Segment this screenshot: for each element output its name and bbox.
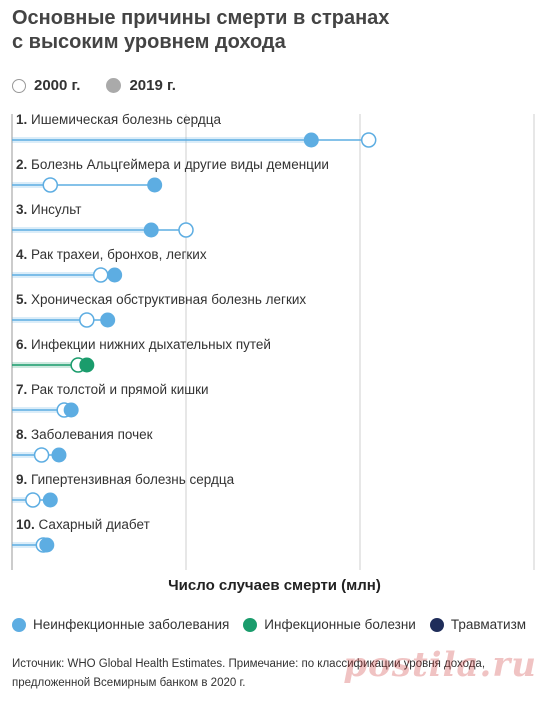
cause-name: Болезнь Альцгеймера и другие виды деменц… (31, 157, 329, 172)
point-2019 (107, 267, 123, 283)
cause-rank: 8. (16, 427, 31, 442)
title-line-2: с высоким уровнем дохода (12, 31, 286, 53)
cause-rank: 3. (16, 202, 31, 217)
point-2000 (360, 132, 377, 148)
cause-name: Гипертензивная болезнь сердца (31, 472, 235, 487)
point-2019 (147, 177, 163, 193)
legend-injuries: Травматизм (429, 617, 527, 632)
cause-rank: 6. (16, 337, 31, 352)
legend-injuries-label: Травматизм (450, 617, 527, 632)
point-2019 (39, 537, 55, 553)
cause-name: Инсульт (31, 202, 81, 217)
cause-label: 10. Сахарный диабет (16, 517, 150, 532)
point-2000 (178, 222, 194, 238)
point-2019 (42, 492, 58, 508)
source-line-1: Источник: WHO Global Health Estimates. П… (12, 658, 486, 670)
point-2019 (303, 132, 319, 148)
cause-label: 1. Ишемическая болезнь сердца (16, 112, 221, 127)
cause-rank: 2. (16, 157, 31, 172)
source-note: Источник: WHO Global Health Estimates. П… (12, 655, 537, 693)
cause-label: 2. Болезнь Альцгеймера и другие виды дем… (16, 157, 329, 172)
legend-dot-icon (12, 617, 26, 632)
cause-rank: 5. (16, 292, 31, 307)
cause-label: 6. Инфекции нижних дыхательных путей (16, 337, 271, 352)
cause-rank: 9. (16, 472, 31, 487)
x-axis-label: Число случаев смерти (млн) (168, 577, 381, 594)
cause-rank: 4. (16, 247, 31, 262)
cause-rank: 1. (16, 112, 31, 127)
legend-dot-icon (429, 617, 444, 632)
cause-name: Инфекции нижних дыхательных путей (31, 337, 271, 352)
source-line-2: предложенной Всемирным банком в 2020 г. (12, 677, 246, 689)
cause-rank: 10. (16, 517, 39, 532)
point-2019 (63, 402, 79, 418)
group-legend: Неинфекционные заболевания Инфекционные … (12, 617, 540, 632)
point-2000 (42, 177, 59, 193)
point-2019 (51, 447, 67, 463)
point-2019 (100, 312, 116, 328)
cause-label: 7. Рак толстой и прямой кишки (16, 382, 209, 397)
point-2000 (33, 447, 50, 463)
cause-label: 8. Заболевания почек (16, 427, 153, 442)
year-legend: 2000 г. 2019 г. (12, 77, 202, 94)
filled-circle-icon (106, 78, 122, 93)
cause-name: Ишемическая болезнь сердца (31, 112, 221, 127)
watermark-logo: postila.ru (343, 645, 537, 685)
title-line-1: Основные причины смерти в странах (12, 7, 390, 29)
cause-label: 9. Гипертензивная болезнь сердца (16, 472, 235, 487)
open-circle-icon (12, 78, 26, 93)
legend-noncommunicable: Неинфекционные заболевания (12, 617, 229, 632)
cause-label: 4. Рак трахеи, бронхов, легких (16, 247, 207, 262)
cause-name: Сахарный диабет (39, 517, 150, 532)
legend-noncommunicable-label: Неинфекционные заболевания (33, 617, 230, 632)
point-2019 (143, 222, 159, 238)
chart-title: Основные причины смерти в странах с высо… (12, 6, 532, 54)
point-2000 (92, 267, 109, 283)
legend-2019-label: 2019 г. (129, 77, 176, 94)
cause-label: 5. Хроническая обструктивная болезнь лег… (16, 292, 306, 307)
cause-rank: 7. (16, 382, 31, 397)
point-2019 (79, 357, 95, 373)
point-2000 (79, 312, 95, 328)
cause-name: Рак толстой и прямой кишки (31, 382, 209, 397)
legend-2019: 2019 г. (106, 77, 176, 94)
legend-2000: 2000 г. (12, 77, 80, 94)
cause-name: Рак трахеи, бронхов, легких (31, 247, 207, 262)
cause-name: Хроническая обструктивная болезнь легких (31, 292, 306, 307)
cause-label: 3. Инсульт (16, 202, 81, 217)
legend-communicable: Инфекционные болезни (243, 617, 416, 632)
point-2000 (25, 492, 41, 508)
cause-name: Заболевания почек (31, 427, 153, 442)
legend-dot-icon (243, 617, 258, 632)
legend-2000-label: 2000 г. (34, 77, 81, 94)
legend-communicable-label: Инфекционные болезни (264, 617, 416, 632)
